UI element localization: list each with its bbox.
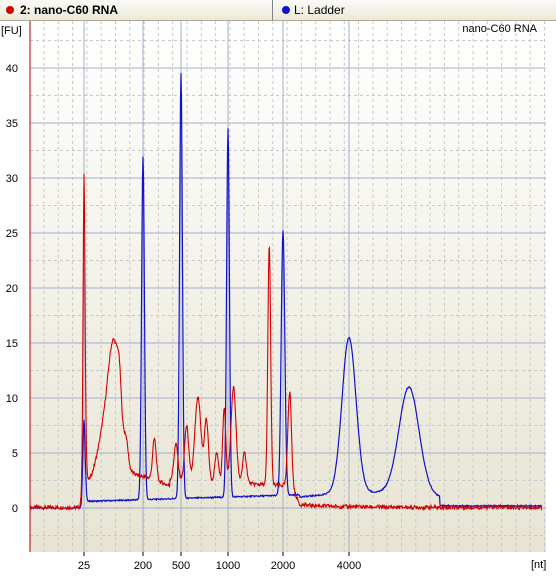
ladder-color-dot-icon	[282, 6, 290, 14]
y-tick-label: 10	[6, 393, 18, 405]
x-tick-label: 500	[172, 560, 190, 572]
tab-sample-label: 2: nano-C60 RNA	[20, 3, 119, 17]
y-tick-label: 5	[12, 448, 18, 460]
y-tick-label: 0	[12, 503, 18, 515]
x-tick-label: 25	[78, 560, 90, 572]
tab-ladder-label: L: Ladder	[294, 3, 345, 17]
y-tick-label: 40	[6, 63, 18, 75]
y-tick-label: 30	[6, 173, 18, 185]
x-tick-label: 1000	[216, 560, 240, 572]
tab-ladder-trace[interactable]: L: Ladder	[274, 0, 556, 20]
y-tick-label: 15	[6, 338, 18, 350]
plot-area	[30, 21, 546, 552]
chart-title: nano-C60 RNA	[462, 23, 537, 35]
y-axis-label: [FU]	[1, 25, 22, 37]
electropherogram-chart: 0 5 10 15 20 25 30 35 40 25 200 500 1000 2000 4000 [F…	[1, 21, 546, 572]
x-tick-label: 200	[134, 560, 152, 572]
x-tick-label: 2000	[271, 560, 295, 572]
x-axis-label: [nt]	[531, 559, 546, 571]
y-tick-label: 20	[6, 283, 18, 295]
traces	[29, 72, 543, 512]
trace-tab-bar: 2: nano-C60 RNA L: Ladder	[0, 0, 556, 21]
y-tick-label: 25	[6, 228, 18, 240]
series-ladder-trace	[29, 72, 543, 510]
sample-color-dot-icon	[6, 6, 14, 14]
tab-sample-trace[interactable]: 2: nano-C60 RNA	[0, 0, 273, 20]
series-sample-trace	[29, 173, 543, 512]
y-tick-label: 35	[6, 118, 18, 130]
x-tick-label: 4000	[337, 560, 361, 572]
